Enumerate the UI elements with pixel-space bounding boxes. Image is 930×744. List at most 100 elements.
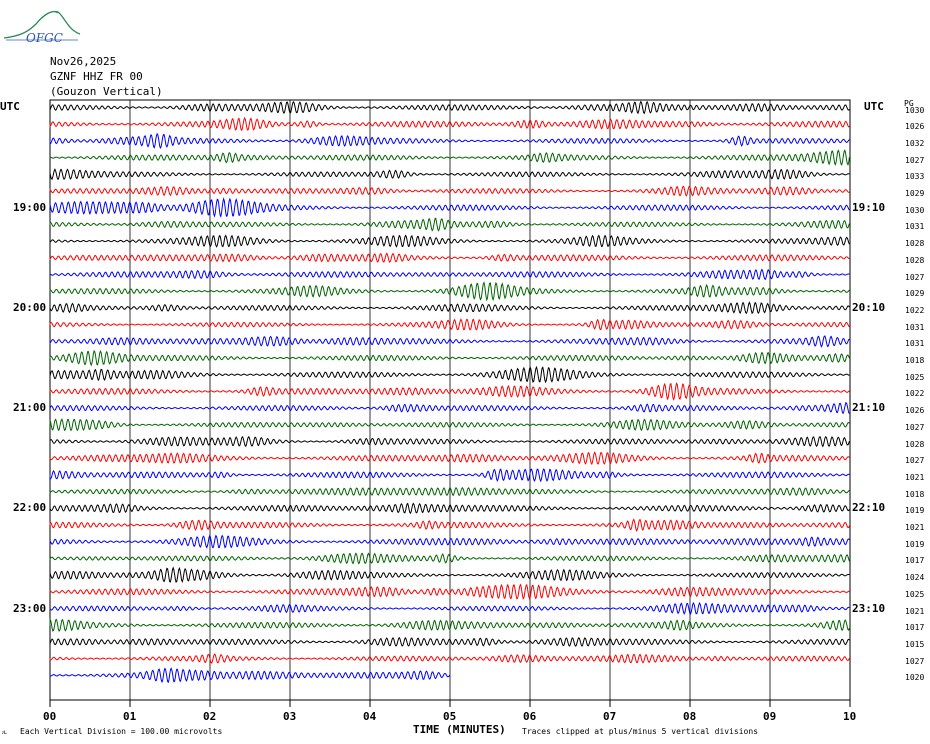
seismic-trace-28 bbox=[49, 552, 850, 565]
right-hour-label: 22:10 bbox=[852, 501, 886, 515]
rms-value: 1021 bbox=[905, 523, 925, 532]
rms-value: 1017 bbox=[905, 556, 925, 566]
x-tick-label: 01 bbox=[123, 710, 137, 723]
rms-value: 1022 bbox=[905, 389, 925, 399]
left-hour-label: 21:00 bbox=[13, 401, 47, 415]
seismic-trace-34 bbox=[49, 653, 850, 664]
rms-value: 1015 bbox=[905, 639, 925, 649]
rms-value: 1026 bbox=[905, 406, 925, 416]
right-hour-label: 21:10 bbox=[852, 401, 886, 415]
seismic-trace-25 bbox=[49, 502, 850, 515]
seismic-trace-19 bbox=[49, 401, 850, 415]
seismic-trace-24 bbox=[49, 486, 850, 497]
rms-value: 1019 bbox=[905, 539, 925, 549]
x-tick-label: 08 bbox=[683, 710, 697, 723]
x-tick-label: 00 bbox=[43, 710, 57, 723]
seismic-trace-21 bbox=[49, 435, 850, 448]
ofgc-logo: OFGC bbox=[3, 10, 81, 44]
rms-value: 1029 bbox=[905, 289, 925, 299]
rms-value: 1029 bbox=[905, 189, 925, 198]
right-hour-label: 23:10 bbox=[852, 601, 886, 615]
logo-text: OFGC bbox=[26, 31, 63, 44]
rms-value: 1033 bbox=[905, 172, 925, 182]
rms-value: 1018 bbox=[905, 489, 925, 499]
x-tick-label: 05 bbox=[443, 710, 457, 723]
seismic-trace-6 bbox=[49, 185, 850, 197]
seismic-trace-12 bbox=[49, 281, 850, 302]
rms-value: 1017 bbox=[905, 623, 925, 633]
seismic-trace-26 bbox=[49, 518, 850, 532]
location-label: (Gouzon Vertical) bbox=[50, 85, 163, 98]
seismic-trace-16 bbox=[49, 349, 850, 367]
date-label: Nov26,2025 bbox=[50, 55, 117, 68]
clip-note: Traces clipped at plus/minus 5 vertical … bbox=[522, 727, 759, 736]
seismic-trace-8 bbox=[49, 217, 850, 232]
rms-value: 1019 bbox=[905, 506, 925, 516]
seismic-trace-27 bbox=[49, 534, 850, 549]
rms-value: 1021 bbox=[905, 472, 925, 482]
rms-value: 1031 bbox=[905, 222, 925, 232]
seismic-trace-30 bbox=[49, 583, 850, 600]
left-hour-label: 19:00 bbox=[13, 200, 47, 214]
seismic-trace-32 bbox=[49, 617, 850, 632]
corner-mark: ᴊʟ bbox=[2, 729, 8, 736]
division-note: Each Vertical Division = 100.00 microvol… bbox=[20, 727, 223, 736]
utc-left-label: UTC bbox=[0, 100, 20, 113]
rms-value: 1027 bbox=[905, 155, 925, 165]
rms-value: 1031 bbox=[905, 322, 925, 332]
rms-value: 1027 bbox=[905, 272, 925, 282]
rms-value: 1028 bbox=[905, 439, 925, 449]
x-axis-label: TIME (MINUTES) bbox=[413, 723, 506, 736]
rms-value: 1024 bbox=[905, 573, 925, 583]
seismic-trace-10 bbox=[49, 252, 850, 263]
rms-value: 1025 bbox=[905, 372, 925, 382]
seismic-trace-29 bbox=[49, 566, 850, 584]
station-label: GZNF HHZ FR 00 bbox=[50, 70, 143, 83]
seismic-trace-2 bbox=[49, 116, 850, 132]
x-tick-label: 10 bbox=[843, 710, 857, 723]
seismic-trace-14 bbox=[49, 318, 850, 331]
seismic-trace-4 bbox=[49, 149, 850, 166]
seismic-trace-7 bbox=[49, 197, 850, 218]
x-tick-label: 02 bbox=[203, 710, 217, 723]
rms-header: PG bbox=[904, 99, 914, 108]
right-hour-label: 19:10 bbox=[852, 200, 886, 214]
x-tick-label: 04 bbox=[363, 710, 377, 723]
rms-value: 1031 bbox=[905, 339, 925, 349]
rms-value: 1027 bbox=[905, 456, 925, 466]
rms-value: 1028 bbox=[905, 239, 925, 249]
rms-value: 1030 bbox=[905, 205, 925, 215]
x-tick-label: 07 bbox=[603, 710, 617, 723]
rms-value: 1028 bbox=[905, 255, 925, 265]
rms-value: 1018 bbox=[905, 356, 925, 365]
seismic-trace-9 bbox=[49, 234, 850, 248]
seismic-trace-33 bbox=[49, 636, 850, 647]
rms-value: 1027 bbox=[905, 422, 925, 432]
seismic-trace-31 bbox=[49, 602, 850, 615]
seismic-trace-23 bbox=[49, 468, 850, 483]
x-tick-label: 09 bbox=[763, 710, 777, 723]
rms-value: 1027 bbox=[905, 656, 925, 666]
x-tick-label: 06 bbox=[523, 710, 537, 723]
left-hour-label: 22:00 bbox=[13, 501, 47, 515]
right-hour-label: 20:10 bbox=[852, 300, 886, 314]
seismic-trace-11 bbox=[49, 268, 850, 281]
rms-value: 1021 bbox=[905, 606, 925, 616]
seismic-trace-17 bbox=[49, 365, 850, 384]
seismic-trace-20 bbox=[49, 418, 850, 432]
seismic-trace-35 bbox=[49, 667, 451, 684]
left-hour-label: 23:00 bbox=[13, 601, 47, 615]
seismic-trace-18 bbox=[49, 382, 850, 401]
x-tick-label: 03 bbox=[283, 710, 297, 723]
rms-value: 1025 bbox=[905, 589, 925, 599]
rms-value: 1020 bbox=[905, 673, 925, 683]
seismic-trace-1 bbox=[49, 100, 850, 115]
seismic-trace-13 bbox=[49, 301, 850, 315]
rms-value: 1030 bbox=[905, 105, 925, 115]
rms-value: 1022 bbox=[905, 305, 925, 315]
seismic-trace-22 bbox=[49, 451, 850, 466]
utc-right-label: UTC bbox=[864, 100, 884, 113]
rms-value: 1026 bbox=[905, 122, 925, 132]
seismic-trace-3 bbox=[49, 132, 850, 150]
